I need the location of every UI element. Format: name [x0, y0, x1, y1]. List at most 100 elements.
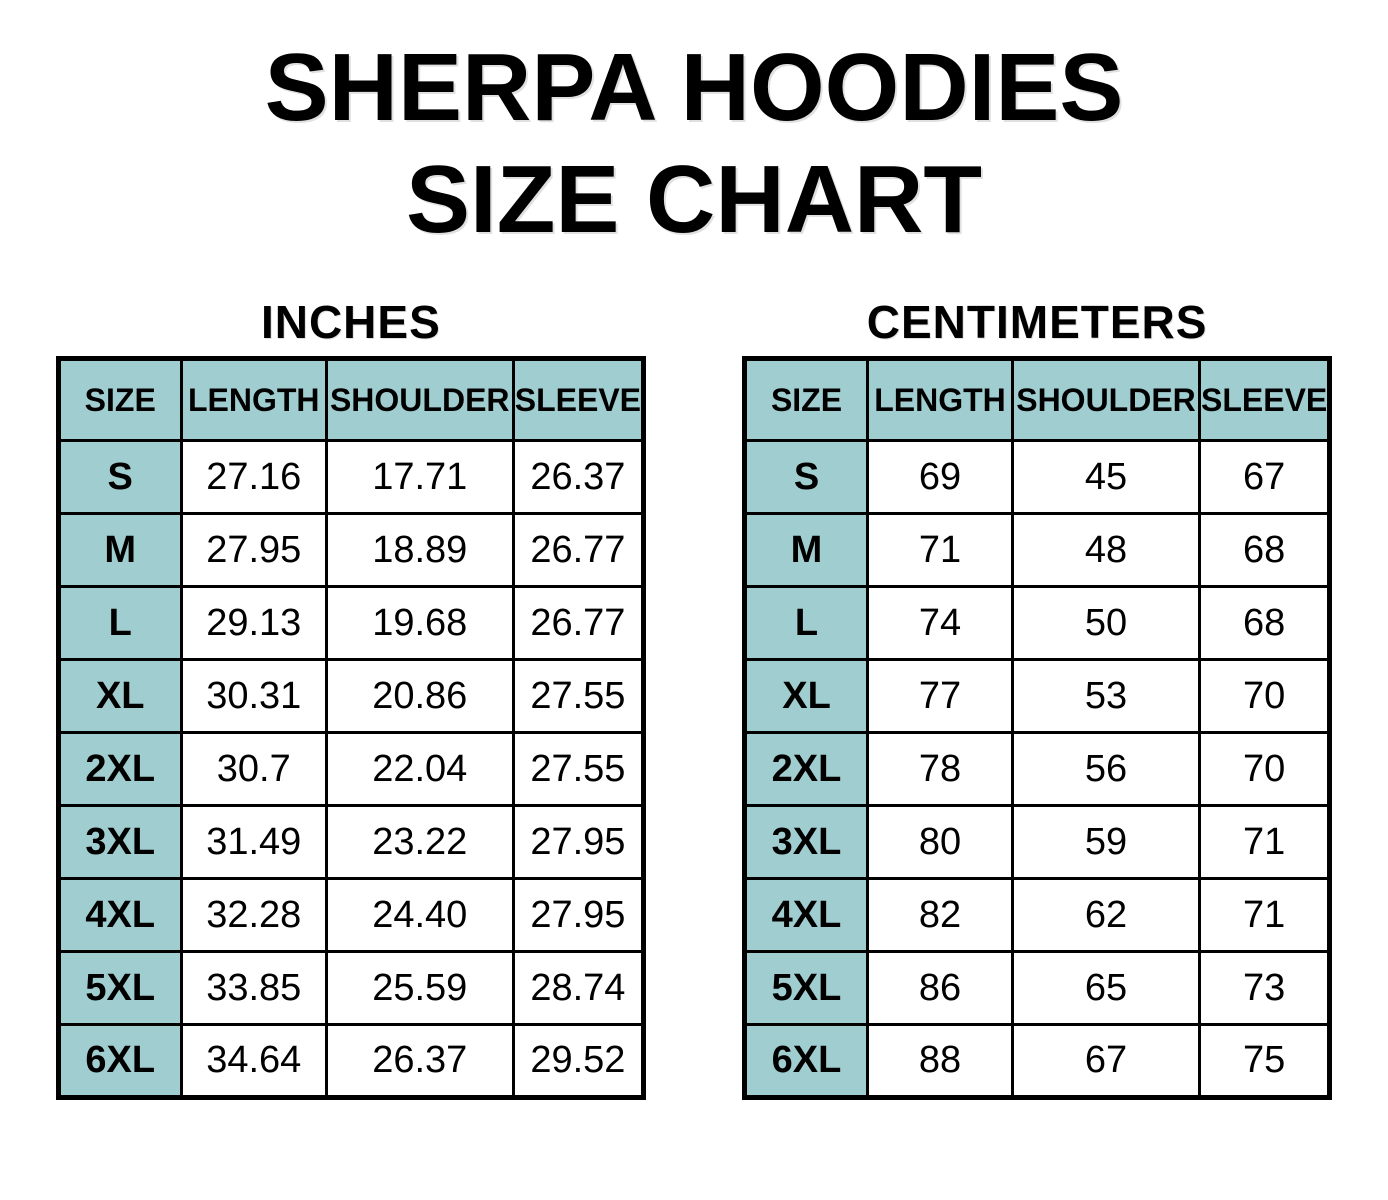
sleeve-cell: 26.37: [511, 439, 646, 515]
table-row: S 27.16 17.71 26.37: [56, 439, 646, 515]
header-cell-size: SIZE: [56, 357, 183, 442]
header-cell-length: LENGTH: [179, 357, 328, 442]
sleeve-cell: 27.55: [511, 658, 646, 734]
header-cell-shoulder: SHOULDER: [1011, 357, 1201, 442]
length-cell: 33.85: [179, 950, 328, 1026]
length-cell: 88: [866, 1023, 1014, 1099]
sleeve-cell: 75: [1197, 1023, 1332, 1099]
sleeve-cell: 70: [1197, 658, 1332, 734]
size-cell: L: [743, 585, 869, 661]
header-cell-length: LENGTH: [866, 357, 1014, 442]
header-cell-size: SIZE: [743, 357, 869, 442]
size-cell: S: [56, 439, 183, 515]
page-title-line2: SIZE CHART: [406, 146, 982, 253]
length-cell: 27.95: [179, 512, 328, 588]
length-cell: 31.49: [179, 804, 328, 880]
size-cell: 4XL: [743, 877, 869, 953]
shoulder-cell: 53: [1011, 658, 1201, 734]
shoulder-cell: 62: [1011, 877, 1201, 953]
shoulder-cell: 19.68: [324, 585, 515, 661]
size-cell: 2XL: [743, 731, 869, 807]
shoulder-cell: 18.89: [324, 512, 515, 588]
shoulder-cell: 50: [1011, 585, 1201, 661]
table-row: M 27.95 18.89 26.77: [56, 512, 646, 588]
sleeve-cell: 68: [1197, 512, 1332, 588]
sleeve-cell: 68: [1197, 585, 1332, 661]
centimeters-section: CENTIMETERS SIZE LENGTH SHOULDER SLEEVE …: [742, 296, 1333, 1100]
table-row: 4XL 82 62 71: [743, 877, 1332, 953]
header-row: SIZE LENGTH SHOULDER SLEEVE: [56, 357, 646, 442]
size-cell: 3XL: [56, 804, 183, 880]
shoulder-cell: 48: [1011, 512, 1201, 588]
centimeters-table: SIZE LENGTH SHOULDER SLEEVE S 69 45 67 M: [742, 356, 1333, 1100]
table-row: XL 77 53 70: [743, 658, 1332, 734]
length-cell: 69: [866, 439, 1014, 515]
shoulder-cell: 17.71: [324, 439, 515, 515]
sleeve-cell: 28.74: [511, 950, 646, 1026]
table-row: 2XL 30.7 22.04 27.55: [56, 731, 646, 807]
size-cell: 6XL: [743, 1023, 869, 1099]
sleeve-cell: 70: [1197, 731, 1332, 807]
sleeve-cell: 26.77: [511, 512, 646, 588]
sleeve-cell: 73: [1197, 950, 1332, 1026]
length-cell: 71: [866, 512, 1014, 588]
table-row: 6XL 88 67 75: [743, 1023, 1332, 1099]
length-cell: 82: [866, 877, 1014, 953]
centimeters-label: CENTIMETERS: [866, 296, 1208, 348]
table-row: 2XL 78 56 70: [743, 731, 1332, 807]
shoulder-cell: 25.59: [324, 950, 515, 1026]
inches-table: SIZE LENGTH SHOULDER SLEEVE S 27.16 17.7…: [55, 356, 646, 1100]
size-cell: 3XL: [743, 804, 869, 880]
inches-section: INCHES SIZE LENGTH SHOULDER SLEEVE S: [55, 298, 646, 1100]
size-cell: M: [56, 512, 183, 588]
length-cell: 30.7: [179, 731, 328, 807]
length-cell: 78: [866, 731, 1014, 807]
size-cell: M: [743, 512, 869, 588]
sleeve-cell: 71: [1197, 804, 1332, 880]
size-cell: 6XL: [56, 1023, 183, 1099]
size-cell: L: [56, 585, 183, 661]
table-row: 3XL 31.49 23.22 27.95: [56, 804, 646, 880]
size-cell: 4XL: [56, 877, 183, 953]
table-row: L 29.13 19.68 26.77: [56, 585, 646, 661]
sleeve-cell: 26.77: [511, 585, 646, 661]
shoulder-cell: 20.86: [324, 658, 515, 734]
sleeve-cell: 27.95: [511, 877, 646, 953]
size-cell: 2XL: [56, 731, 183, 807]
length-cell: 29.13: [179, 585, 328, 661]
page-title-line1: SHERPA HOODIES: [264, 34, 1124, 141]
table-row: 3XL 80 59 71: [743, 804, 1332, 880]
sleeve-cell: 29.52: [511, 1023, 646, 1099]
shoulder-cell: 24.40: [324, 877, 515, 953]
shoulder-cell: 65: [1011, 950, 1201, 1026]
size-cell: XL: [743, 658, 869, 734]
size-cell: S: [743, 439, 869, 515]
header-row: SIZE LENGTH SHOULDER SLEEVE: [743, 357, 1332, 442]
table-row: M 71 48 68: [743, 512, 1332, 588]
shoulder-cell: 56: [1011, 731, 1201, 807]
size-cell: XL: [56, 658, 183, 734]
shoulder-cell: 59: [1011, 804, 1201, 880]
size-cell: 5XL: [743, 950, 869, 1026]
length-cell: 80: [866, 804, 1014, 880]
shoulder-cell: 67: [1011, 1023, 1201, 1099]
header-cell-sleeve: SLEEVE: [1197, 357, 1332, 442]
table-row: 5XL 33.85 25.59 28.74: [56, 950, 646, 1026]
length-cell: 30.31: [179, 658, 328, 734]
table-row: 6XL 34.64 26.37 29.52: [56, 1023, 646, 1099]
shoulder-cell: 26.37: [324, 1023, 515, 1099]
page-title: SHERPA HOODIES SIZE CHART: [0, 0, 1388, 256]
shoulder-cell: 22.04: [324, 731, 515, 807]
table-row: L 74 50 68: [743, 585, 1332, 661]
tables-container: INCHES SIZE LENGTH SHOULDER SLEEVE S: [0, 298, 1388, 1100]
table-row: 4XL 32.28 24.40 27.95: [56, 877, 646, 953]
sleeve-cell: 71: [1197, 877, 1332, 953]
header-cell-shoulder: SHOULDER: [324, 357, 515, 442]
table-row: 5XL 86 65 73: [743, 950, 1332, 1026]
length-cell: 77: [866, 658, 1014, 734]
length-cell: 34.64: [179, 1023, 328, 1099]
shoulder-cell: 45: [1011, 439, 1201, 515]
length-cell: 27.16: [179, 439, 328, 515]
length-cell: 86: [866, 950, 1014, 1026]
